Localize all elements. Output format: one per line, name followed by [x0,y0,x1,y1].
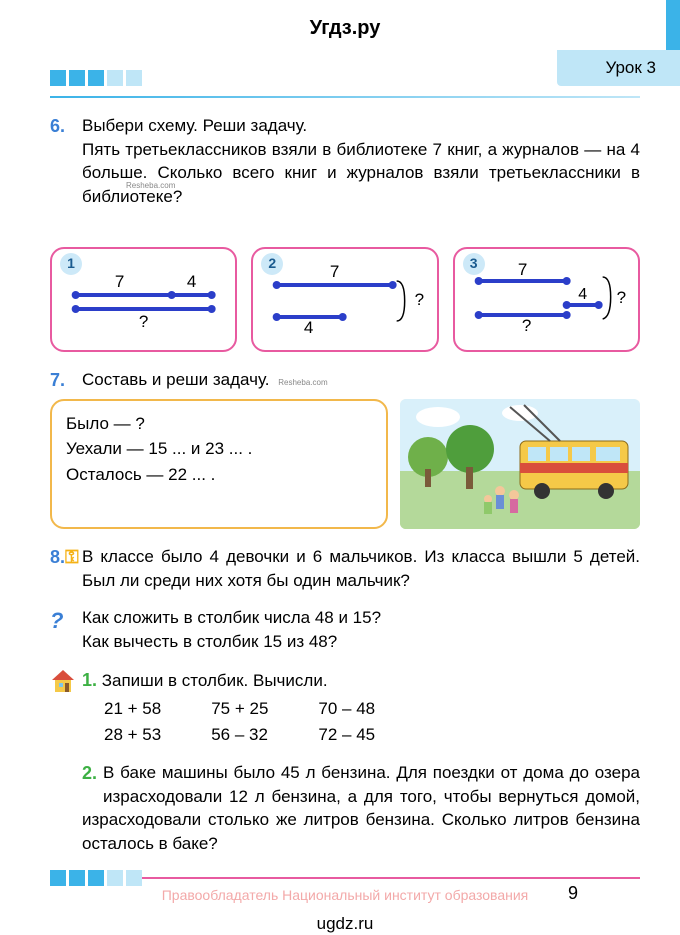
task-num: 7. [50,368,82,393]
task7-row: Было — ? Уехали — 15 ... и 23 ... . Оста… [50,399,640,529]
s3-qb: ? [522,316,531,335]
c1r2: 28 + 53 [104,723,161,747]
task-body: 1. Запиши в столбик. Вычисли. 21 + 58 28… [82,668,640,747]
header-squares [50,70,142,86]
task-8: 8.⚿ В классе было 4 девочки и 6 мальчико… [50,545,640,593]
task-num: 8.⚿ [50,545,82,593]
task-body: 2. В баке машины было 45 л бензина. Для … [82,761,640,856]
t7-l1: Было — ? [66,411,372,437]
scheme-num: 3 [463,253,485,275]
footer-squares [50,870,142,886]
s3-7: 7 [518,260,527,279]
s1-q: ? [139,312,148,331]
scheme-3: 3 7 4 ? ? [453,247,640,352]
c2r2: 56 – 32 [211,723,268,747]
task-body: Выбери схему. Реши задачу. Пять третьекл… [82,114,640,233]
h1-cols: 21 + 58 28 + 53 75 + 25 56 – 32 70 – 48 … [104,697,640,747]
h1-num: 1. [82,670,97,690]
resheba-wm: Resheba.com [278,378,327,387]
s3-q: ? [616,288,625,307]
s2-q: ? [415,290,424,309]
bus-illustration [400,399,640,529]
s1-4: 4 [187,272,196,291]
sq [88,870,104,886]
q-marker: ? [50,606,82,654]
c3r1: 70 – 48 [318,697,375,721]
sq [107,870,123,886]
task7-title: Составь и реши задачу. [82,370,270,389]
col1: 21 + 58 28 + 53 [104,697,161,747]
s1-7: 7 [115,272,124,291]
footer-divider [142,877,640,879]
sq [50,70,66,86]
footer-row: 9 [50,870,640,886]
q-l1: Как сложить в столбик числа 48 и 15? [82,606,640,630]
lesson-tab: Урок 3 [557,50,680,86]
h2-text: В баке машины было 45 л бензина. Для пое… [82,761,640,856]
t7-l3: Осталось — 22 ... . [66,462,372,488]
copyright-faint: Правообладатель Национальный институт об… [50,886,640,906]
sq [69,70,85,86]
h2-num: 2. [82,761,97,786]
s2-7: 7 [330,262,339,281]
schemes-row: 1 7 4 ? 2 7 4 ? 3 [50,247,640,352]
question-icon: ? [50,608,63,633]
task-h2: 2. В баке машины было 45 л бензина. Для … [50,761,640,856]
header-divider [50,96,640,98]
resheba-wm: Resheba.com [126,181,175,190]
task-body: Как сложить в столбик числа 48 и 15? Как… [82,606,640,654]
header-row: Урок 3 [50,50,640,86]
q-l2: Как вычесть в столбик 15 из 48? [82,630,640,654]
task6-line2: Пять третьеклассников взяли в библиотеке… [82,138,640,209]
c3r2: 72 – 45 [318,723,375,747]
key-icon: ⚿ [65,547,79,567]
sq [126,870,142,886]
s3-4: 4 [578,286,587,303]
sq [69,870,85,886]
task-7: 7. Составь и реши задачу. Resheba.com [50,368,640,393]
task-h1: 1. Запиши в столбик. Вычисли. 21 + 58 28… [50,668,640,747]
scheme2-svg: 7 4 ? [263,257,426,335]
house-marker [50,668,82,747]
s2-4: 4 [304,318,313,335]
t8-num: 8. [50,547,65,567]
page-number: 9 [568,881,578,906]
scheme-num: 1 [60,253,82,275]
watermark-bottom: ugdz.ru [50,912,640,935]
scheme1-svg: 7 4 ? [62,257,225,335]
c2r1: 75 + 25 [211,697,268,721]
sq [88,70,104,86]
scheme-num: 2 [261,253,283,275]
task6-line1: Выбери схему. Реши задачу. [82,114,640,138]
scheme-2: 2 7 4 ? [251,247,438,352]
scheme-1: 1 7 4 ? [50,247,237,352]
task-q: ? Как сложить в столбик числа 48 и 15? К… [50,606,640,654]
sq [126,70,142,86]
col2: 75 + 25 56 – 32 [211,697,268,747]
h1-title: Запиши в столбик. Вычисли. [102,671,328,690]
task-body: Составь и реши задачу. Resheba.com [82,368,640,393]
c1r1: 21 + 58 [104,697,161,721]
watermark-top: Угдз.ру [50,14,640,42]
house-icon [50,668,76,694]
task-6: 6. Выбери схему. Реши задачу. Пять треть… [50,114,640,233]
scheme3-svg: 7 4 ? ? [465,257,628,335]
col3: 70 – 48 72 – 45 [318,697,375,747]
sq [50,870,66,886]
bus-svg [400,399,640,529]
sq [107,70,123,86]
task8-text: В классе было 4 девочки и 6 мальчиков. И… [82,545,640,593]
task7-box: Было — ? Уехали — 15 ... и 23 ... . Оста… [50,399,388,529]
task-body: В классе было 4 девочки и 6 мальчиков. И… [82,545,640,593]
task-num: 6. [50,114,82,233]
t7-l2: Уехали — 15 ... и 23 ... . [66,436,372,462]
spacer [50,761,82,856]
